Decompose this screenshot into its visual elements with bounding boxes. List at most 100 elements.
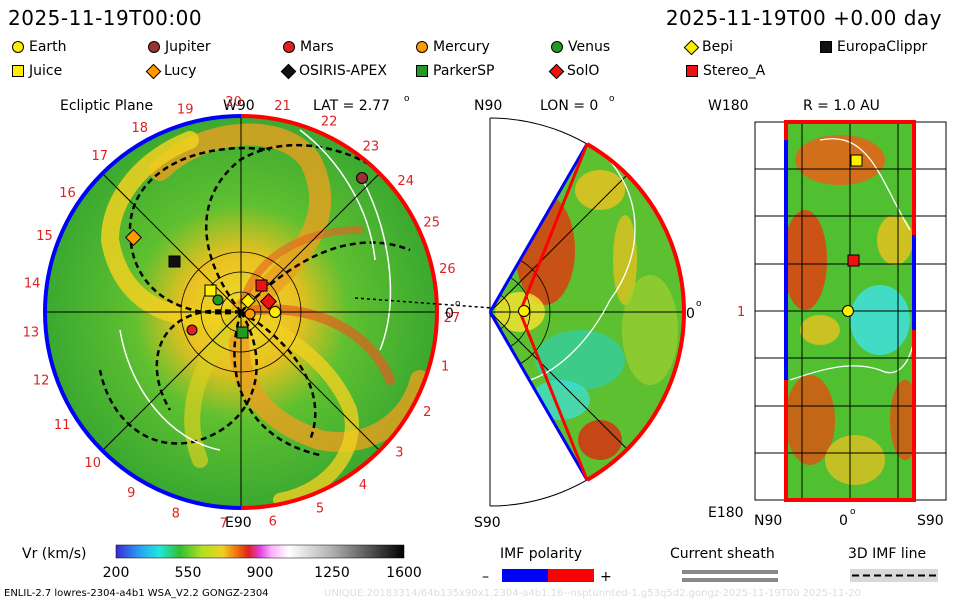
meridional-edge-bottom-red [518,311,589,481]
carrington-tick: 21 [274,99,291,114]
sphere-x-s90: S90 [917,513,944,529]
carrington-tick: 25 [423,216,440,231]
meridional-rim [585,142,686,482]
ecliptic-field [45,116,437,508]
carrington-tick: 23 [363,140,380,155]
current-sheath-title: Current sheath [670,546,775,562]
mercury-marker-icon [416,41,428,53]
carrington-tick: 27 [444,311,461,326]
carrington-tick: 12 [33,374,50,389]
mars-marker-icon [283,41,295,53]
sphere-w180-label: W180 [708,98,749,114]
legend-stereoa: Stereo_A [686,63,765,79]
ecliptic-0-label: 0 [445,306,454,322]
colorbar-tick: 900 [247,565,274,581]
current-sheath-line-2 [682,578,778,582]
solo-marker [260,293,277,310]
legend-jupiter: Jupiter [148,39,211,55]
colorbar-tick: 1250 [314,565,350,581]
carrington-ticks: 20 21222324252627123456789101112131415161… [23,95,461,531]
colorbar-tick: 1600 [386,565,422,581]
carrington-tick: 18 [132,121,149,136]
sphere-earth-marker [842,305,854,317]
meridional-edge-bottom [488,311,589,481]
carrington-tick: 15 [36,229,53,244]
carrington-tick: 6 [269,515,277,530]
ecliptic-lat-label: LAT = 2.77 [313,98,390,114]
jupiter-marker [356,172,368,184]
carrington-tick: 2 [423,405,431,420]
meridional-edge-top-red [518,143,589,313]
legend-bepi: Bepi [683,39,733,55]
carrington-tick: 20 [225,95,242,110]
footer-left: ENLIL-2.7 lowres-2304-a4b1 WSA_V2.2 GONG… [4,588,269,599]
carrington-tick: 1 [441,359,449,374]
ecliptic-lat-degree: o [404,94,410,104]
parker-marker-icon [416,65,428,77]
sphere-r-label: R = 1.0 AU [803,98,880,114]
legend-mercury: Mercury [416,39,490,55]
venus-marker-icon [551,41,563,53]
meridional-n90-label: N90 [474,98,502,114]
jupiter-marker-icon [148,41,160,53]
imf-plus: + [600,569,612,585]
imf-line-bg [850,569,938,582]
sphere-x-0: 0 [839,513,848,529]
meridional-s90-label: S90 [474,515,501,531]
legend-osiris: OSIRIS-APEX [280,63,387,79]
legend-venus: Venus [551,39,610,55]
legend-parker: ParkerSP [416,63,494,79]
carrington-tick: 26 [439,262,456,277]
ecliptic-rim-negative [43,114,242,510]
imf-positive-swatch [548,569,594,582]
sphere-x-n90: N90 [754,513,782,529]
carrington-tick: 16 [59,186,76,201]
europaclipper-marker [168,255,181,268]
mars-marker [186,324,198,336]
legend-mars: Mars [283,39,334,55]
time-left: 2025-11-19T00:00 [8,6,203,30]
legend-earth: Earth [12,39,67,55]
carrington-tick: 22 [321,114,338,129]
carrington-tick: 24 [397,174,414,189]
meridional-lon-degree: o [609,94,615,104]
earth-marker-icon [12,41,24,53]
venus-marker [212,294,224,306]
meridional-earth-marker [518,305,530,317]
lucy-marker [125,229,142,246]
legend-juice: Juice [12,63,62,79]
earth-marker [269,306,281,318]
imf-line-title: 3D IMF line [848,546,926,562]
meridional-0-degree: o [696,299,702,309]
ecliptic-0-degree: o [455,299,461,309]
carrington-tick: 8 [172,507,180,522]
bepi-marker [240,293,256,309]
mercury-marker [244,308,256,320]
footer-right: UNIQUE:20183314/64b135x90x1.2304-a4b1.16… [324,588,861,599]
colorbar-ticks: 200 550 900 1250 1600 [103,565,422,581]
current-sheath-line-1 [682,570,778,574]
imf-title: IMF polarity [500,546,582,562]
ecliptic-e90-label: E90 [225,515,252,531]
colorbar [115,544,405,559]
carrington-tick: 7 [220,516,228,531]
imf-minus: – [482,569,489,585]
sphere-juice-marker [850,154,863,167]
legend-solo: SolO [548,63,599,79]
ecliptic-w90-label: W90 [223,98,255,114]
ecliptic-rim-positive [240,114,439,510]
carrington-tick: 9 [127,486,135,501]
meridional-edge-top [488,143,589,313]
parker-marker [236,326,249,339]
meridional-lon-label: LON = 0 [540,98,598,114]
imf-negative-swatch [502,569,548,582]
carrington-tick: 5 [316,502,324,517]
stereoa-marker [255,279,268,292]
ecliptic-title: Ecliptic Plane [60,98,153,114]
legend-europaclipper: EuropaClippr [820,39,927,55]
colorbar-label: Vr (km/s) [22,546,86,562]
stereoa-marker-icon [686,65,698,77]
europaclipper-marker-icon [820,41,832,53]
sphere-e180-label: E180 [708,505,744,521]
